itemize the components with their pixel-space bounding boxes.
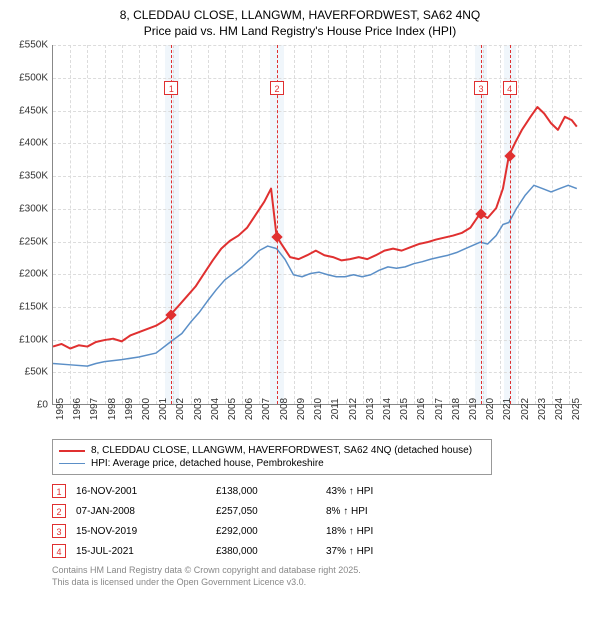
table-row: 1 16-NOV-2001 £138,000 43% ↑ HPI (52, 481, 532, 501)
x-tick-label: 2006 (244, 398, 255, 420)
x-tick-label: 2009 (296, 398, 307, 420)
x-tick-label: 2017 (434, 398, 445, 420)
x-tick-label: 2000 (141, 398, 152, 420)
table-marker-box: 3 (52, 524, 66, 538)
table-cell-date: 15-NOV-2019 (76, 526, 206, 537)
title-line-1: 8, CLEDDAU CLOSE, LLANGWM, HAVERFORDWEST… (10, 8, 590, 24)
y-tick-label: £0 (37, 400, 48, 411)
table-cell-price: £257,050 (216, 506, 316, 517)
table-cell-hpi: 43% ↑ HPI (326, 486, 446, 497)
x-tick-label: 2012 (348, 398, 359, 420)
table-row: 4 15-JUL-2021 £380,000 37% ↑ HPI (52, 541, 532, 561)
x-tick-label: 2005 (227, 398, 238, 420)
y-tick-label: £150K (19, 302, 48, 313)
table-cell-date: 07-JAN-2008 (76, 506, 206, 517)
x-tick-label: 1998 (107, 398, 118, 420)
x-tick-label: 2016 (416, 398, 427, 420)
x-tick-label: 2022 (520, 398, 531, 420)
title-line-2: Price paid vs. HM Land Registry's House … (10, 24, 590, 40)
attribution-line-2: This data is licensed under the Open Gov… (52, 577, 590, 589)
y-tick-label: £450K (19, 105, 48, 116)
x-tick-label: 2025 (571, 398, 582, 420)
marker-line (510, 45, 511, 404)
marker-number-box: 3 (474, 81, 488, 95)
table-cell-hpi: 18% ↑ HPI (326, 526, 446, 537)
x-tick-label: 2011 (330, 398, 341, 420)
chart-title: 8, CLEDDAU CLOSE, LLANGWM, HAVERFORDWEST… (10, 8, 590, 39)
x-tick-label: 2021 (502, 398, 513, 420)
marker-line (171, 45, 172, 404)
x-tick-label: 2023 (537, 398, 548, 420)
x-tick-label: 2002 (175, 398, 186, 420)
y-tick-label: £200K (19, 269, 48, 280)
attribution: Contains HM Land Registry data © Crown c… (52, 565, 590, 588)
legend-swatch (59, 463, 85, 464)
marker-number-box: 1 (164, 81, 178, 95)
y-tick-label: £250K (19, 236, 48, 247)
x-tick-label: 2014 (382, 398, 393, 420)
legend-label: 8, CLEDDAU CLOSE, LLANGWM, HAVERFORDWEST… (91, 445, 472, 456)
legend-item: HPI: Average price, detached house, Pemb… (59, 457, 485, 470)
series-price_paid (53, 107, 577, 349)
table-cell-hpi: 37% ↑ HPI (326, 546, 446, 557)
x-axis: 1995199619971998199920002001200220032004… (52, 407, 582, 435)
x-tick-label: 2010 (313, 398, 324, 420)
table-row: 2 07-JAN-2008 £257,050 8% ↑ HPI (52, 501, 532, 521)
y-tick-label: £100K (19, 334, 48, 345)
table-cell-price: £138,000 (216, 486, 316, 497)
table-cell-date: 16-NOV-2001 (76, 486, 206, 497)
chart-area: £0 £50K £100K £150K £200K £250K £300K £350K £400… (10, 45, 590, 435)
table-marker-box: 2 (52, 504, 66, 518)
x-tick-label: 1995 (55, 398, 66, 420)
attribution-line-1: Contains HM Land Registry data © Crown c… (52, 565, 590, 577)
table-cell-price: £380,000 (216, 546, 316, 557)
series-hpi (53, 185, 577, 366)
marker-number-box: 2 (270, 81, 284, 95)
x-tick-label: 2003 (193, 398, 204, 420)
marker-line (277, 45, 278, 404)
y-tick-label: £350K (19, 171, 48, 182)
x-tick-label: 2018 (451, 398, 462, 420)
x-tick-label: 2015 (399, 398, 410, 420)
y-tick-label: £550K (19, 40, 48, 51)
table-marker-box: 1 (52, 484, 66, 498)
y-tick-label: £500K (19, 72, 48, 83)
legend-swatch (59, 450, 85, 452)
y-tick-label: £400K (19, 138, 48, 149)
chart-container: 8, CLEDDAU CLOSE, LLANGWM, HAVERFORDWEST… (0, 0, 600, 597)
legend-item: 8, CLEDDAU CLOSE, LLANGWM, HAVERFORDWEST… (59, 444, 485, 457)
legend-label: HPI: Average price, detached house, Pemb… (91, 458, 324, 469)
x-tick-label: 1996 (72, 398, 83, 420)
table-marker-box: 4 (52, 544, 66, 558)
x-tick-label: 2020 (485, 398, 496, 420)
x-tick-label: 2008 (279, 398, 290, 420)
x-tick-label: 2013 (365, 398, 376, 420)
y-tick-label: £50K (25, 367, 48, 378)
table-cell-date: 15-JUL-2021 (76, 546, 206, 557)
legend: 8, CLEDDAU CLOSE, LLANGWM, HAVERFORDWEST… (52, 439, 492, 475)
plot-area: 1 2 3 4 (52, 45, 582, 405)
table-row: 3 15-NOV-2019 £292,000 18% ↑ HPI (52, 521, 532, 541)
x-tick-label: 2007 (261, 398, 272, 420)
x-tick-label: 2001 (158, 398, 169, 420)
marker-line (481, 45, 482, 404)
x-tick-label: 2004 (210, 398, 221, 420)
y-axis: £0£50K£100K£150K£200K£250K£300K£350K£400… (10, 45, 52, 405)
x-tick-label: 1997 (89, 398, 100, 420)
line-series-svg (53, 45, 582, 404)
table-cell-price: £292,000 (216, 526, 316, 537)
x-tick-label: 2019 (468, 398, 479, 420)
marker-number-box: 4 (503, 81, 517, 95)
transaction-table: 1 16-NOV-2001 £138,000 43% ↑ HPI 2 07-JAN-200… (52, 481, 532, 561)
x-tick-label: 2024 (554, 398, 565, 420)
table-cell-hpi: 8% ↑ HPI (326, 506, 446, 517)
y-tick-label: £300K (19, 203, 48, 214)
x-tick-label: 1999 (124, 398, 135, 420)
